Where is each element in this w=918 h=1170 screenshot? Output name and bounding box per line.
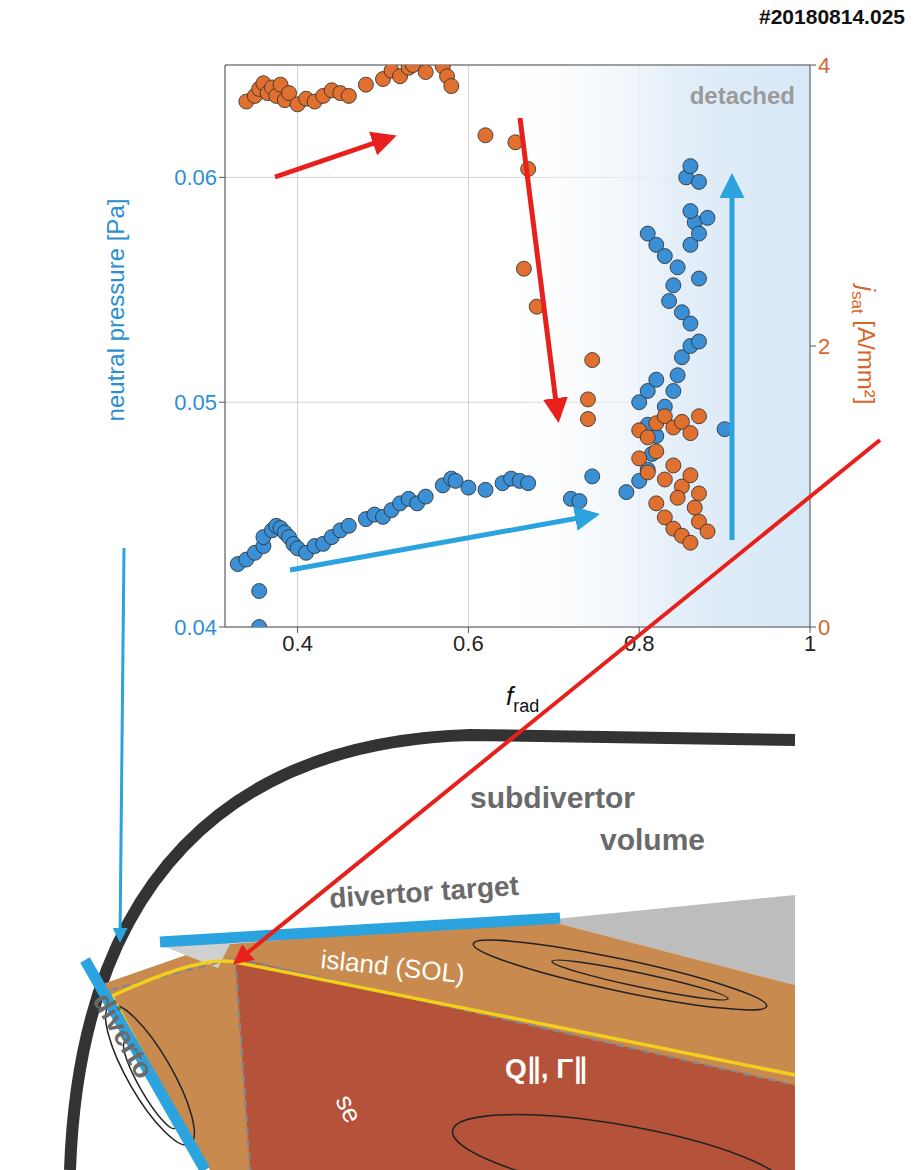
svg-text:diverto: diverto xyxy=(87,988,161,1084)
svg-text:Q∥, Γ∥: Q∥, Γ∥ xyxy=(505,1053,587,1084)
svg-text:island (SOL): island (SOL) xyxy=(319,944,466,989)
svg-text:1: 1 xyxy=(804,631,816,656)
svg-text:se: se xyxy=(330,1090,369,1128)
svg-text:0.04: 0.04 xyxy=(174,615,217,640)
svg-text:jsat [A/mm²]: jsat [A/mm²] xyxy=(848,283,880,405)
svg-text:2: 2 xyxy=(818,334,830,359)
svg-text:#20180814.025: #20180814.025 xyxy=(759,5,905,28)
svg-text:0.8: 0.8 xyxy=(624,631,655,656)
svg-text:0.6: 0.6 xyxy=(453,631,484,656)
svg-text:volume: volume xyxy=(600,823,705,856)
svg-text:0: 0 xyxy=(818,615,830,640)
svg-text:subdivertor: subdivertor xyxy=(470,781,635,814)
svg-text:4: 4 xyxy=(818,53,830,78)
svg-text:divertor target: divertor target xyxy=(328,870,520,914)
svg-text:0.4: 0.4 xyxy=(282,631,313,656)
svg-text:0.05: 0.05 xyxy=(174,390,217,415)
svg-text:neutral pressure [Pa]: neutral pressure [Pa] xyxy=(102,199,129,422)
svg-text:detached: detached xyxy=(690,82,795,109)
svg-text:frad: frad xyxy=(506,681,539,716)
svg-text:0.06: 0.06 xyxy=(174,165,217,190)
